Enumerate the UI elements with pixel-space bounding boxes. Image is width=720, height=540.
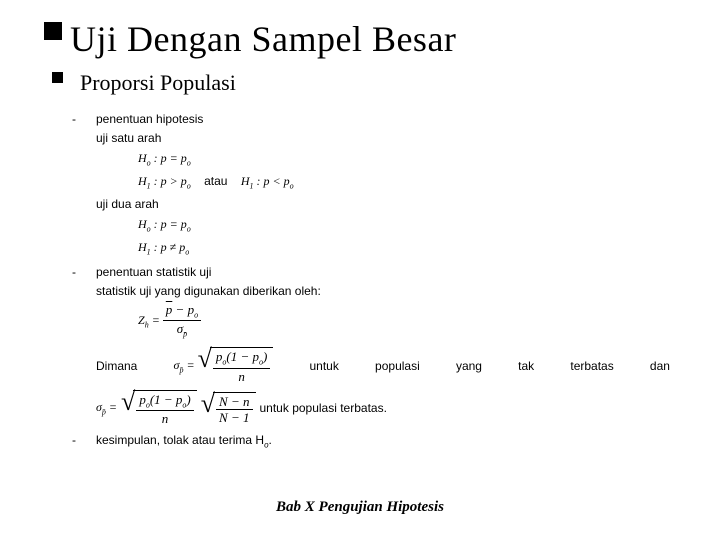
two-way-label: uji dua arah <box>96 195 680 214</box>
finite-tail: untuk populasi terbatas. <box>260 399 387 418</box>
sigma-infinite: σp̄ = √ po(1 − po) n <box>174 347 274 384</box>
dash-icon: - <box>72 110 96 261</box>
h1-one-way: H1 : p > po atau H1 : p < po <box>138 172 680 193</box>
item-conclusion: - kesimpulan, tolak atau terima Ho. <box>72 431 680 452</box>
item-hypothesis: - penentuan hipotesis uji satu arah Ho :… <box>72 110 680 261</box>
dash-icon: - <box>72 263 96 342</box>
atau-text: atau <box>204 174 227 188</box>
sigma-finite-row: σp̄ = √ po(1 − po) n √ N − n N − 1 <box>96 390 680 427</box>
dash-icon: - <box>72 431 96 452</box>
slide: Uji Dengan Sampel Besar Proporsi Populas… <box>0 0 720 540</box>
slide-subtitle: Proporsi Populasi <box>80 70 680 96</box>
statistic-desc: statistik uji yang digunakan diberikan o… <box>96 282 680 301</box>
z-formula: Zh = p − po σp̄ <box>138 302 680 339</box>
statistic-label: penentuan statistik uji <box>96 263 680 282</box>
dimana-row: Dimana σp̄ = √ po(1 − po) n untuk popula… <box>96 347 670 384</box>
h1-two-way: H1 : p ≠ po <box>138 238 680 259</box>
h0-one-way: Ho : p = po <box>138 149 680 170</box>
item-statistic: - penentuan statistik uji statistik uji … <box>72 263 680 342</box>
one-way-label: uji satu arah <box>96 129 680 148</box>
slide-title: Uji Dengan Sampel Besar <box>70 18 680 60</box>
title-bullet <box>44 22 62 40</box>
h0-two-way: Ho : p = po <box>138 215 680 236</box>
dimana-word: Dimana <box>96 357 137 376</box>
footer-text: Bab X Pengujian Hipotesis <box>0 499 720 516</box>
hypothesis-label: penentuan hipotesis <box>96 110 680 129</box>
content-block: - penentuan hipotesis uji satu arah Ho :… <box>72 110 680 452</box>
subtitle-bullet <box>52 72 63 83</box>
